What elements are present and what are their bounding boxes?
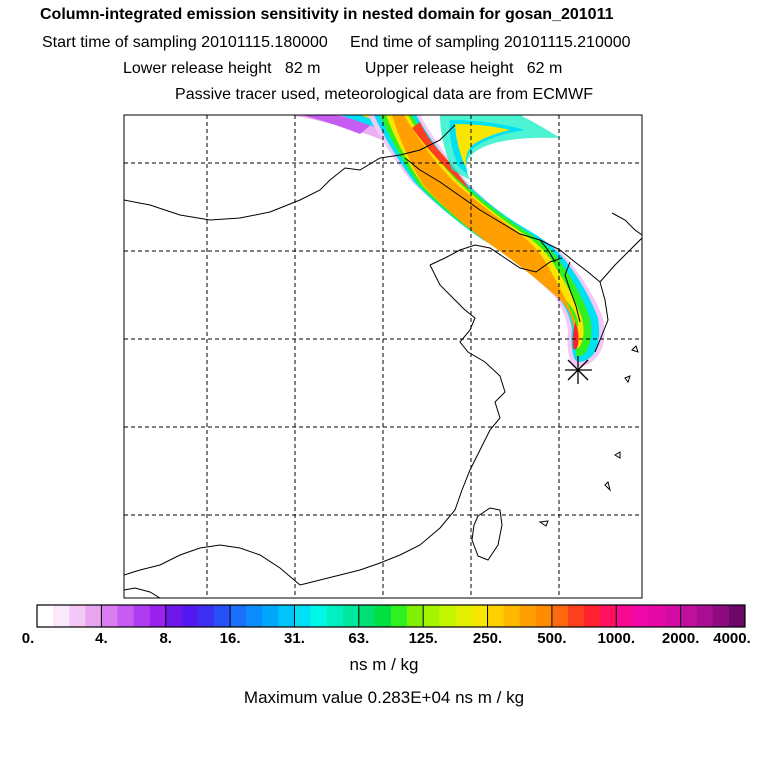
colorbar-tick-label: 8. <box>159 630 172 647</box>
colorbar-cell <box>53 605 70 627</box>
plot-title: Column-integrated emission sensitivity i… <box>40 6 614 23</box>
colorbar-cell <box>503 605 521 627</box>
colorbar-cell <box>600 605 617 627</box>
colorbar-tick-label: 1000. <box>597 630 636 647</box>
colorbar-cell <box>455 605 472 627</box>
lat-lon-grid <box>124 115 642 598</box>
max-value-label: Maximum value 0.283E+04 ns m / kg <box>243 688 525 707</box>
units-label: ns m / kg <box>349 655 419 674</box>
colorbar-cell <box>616 605 633 627</box>
colorbar-cell <box>117 605 134 627</box>
colorbar-cell <box>391 605 408 627</box>
plume-right-branch <box>440 115 560 180</box>
colorbar-cell <box>551 605 569 627</box>
colorbar-tick-label: 500. <box>537 630 567 647</box>
colorbar-cell <box>326 605 344 627</box>
colorbar-cell <box>133 605 150 627</box>
colorbar-cell <box>262 605 279 627</box>
colorbar-cell <box>310 605 327 627</box>
colorbar-cell <box>584 605 601 627</box>
colorbar-cell <box>69 605 86 627</box>
colorbar-cell <box>680 605 698 627</box>
map-frame <box>123 114 643 599</box>
colorbar-cell <box>519 605 537 627</box>
asterisk-icon <box>565 356 592 384</box>
colorbar-cell <box>358 605 376 627</box>
colorbar-cell <box>664 605 681 627</box>
colorbar-cell <box>535 605 553 627</box>
colorbar-cell <box>278 605 295 627</box>
colorbar-cell <box>728 605 746 627</box>
colorbar-tick-label: 16. <box>219 630 241 647</box>
sampling-times: Start time of sampling 20101115.180000 E… <box>42 34 631 51</box>
colorbar-cell <box>568 605 585 627</box>
colorbar-cell <box>374 605 392 627</box>
colorbar-cell <box>165 605 183 627</box>
colorbar-cell <box>85 605 102 627</box>
colorbar-tick-label: 63. <box>348 630 370 647</box>
colorbar-tick-label: 0. <box>21 630 35 647</box>
colorbar-tick-label: 4. <box>95 630 108 647</box>
colorbar-frame <box>36 604 746 628</box>
colorbar-tick-label: 4000. <box>713 630 751 647</box>
coastlines <box>124 124 642 598</box>
colorbar-cell <box>149 605 167 627</box>
colorbar-tick-label: 250. <box>472 630 503 647</box>
colorbar-cell <box>214 605 231 627</box>
colorbar-cell <box>342 605 360 627</box>
colorbar-tick-label: 2000. <box>661 630 700 647</box>
colorbar-cell <box>471 605 488 627</box>
colorbar-cell <box>423 605 440 627</box>
colorbar-cell <box>181 605 199 627</box>
plume-main <box>368 115 605 367</box>
colorbar-cell <box>197 605 215 627</box>
colorbar-cell <box>439 605 456 627</box>
colorbar-cell <box>294 605 311 627</box>
release-heights: Lower release height 82 m Upper release … <box>123 60 563 77</box>
colorbar-cell <box>101 605 118 627</box>
colorbar-cell <box>487 605 504 627</box>
tracer-info: Passive tracer used, meteorological data… <box>175 86 593 103</box>
colorbar-cell <box>712 605 730 627</box>
colorbar-cell <box>632 605 649 627</box>
colorbar-cell <box>37 605 54 627</box>
colorbar <box>37 605 746 627</box>
colorbar-cell <box>696 605 714 627</box>
colorbar-cell <box>230 605 247 627</box>
colorbar-cell <box>407 605 424 627</box>
colorbar-cell <box>246 605 263 627</box>
colorbar-cell <box>648 605 665 627</box>
colorbar-tick-label: 125. <box>408 630 438 647</box>
colorbar-tick-label: 31. <box>284 630 305 647</box>
map-layer <box>124 115 642 598</box>
